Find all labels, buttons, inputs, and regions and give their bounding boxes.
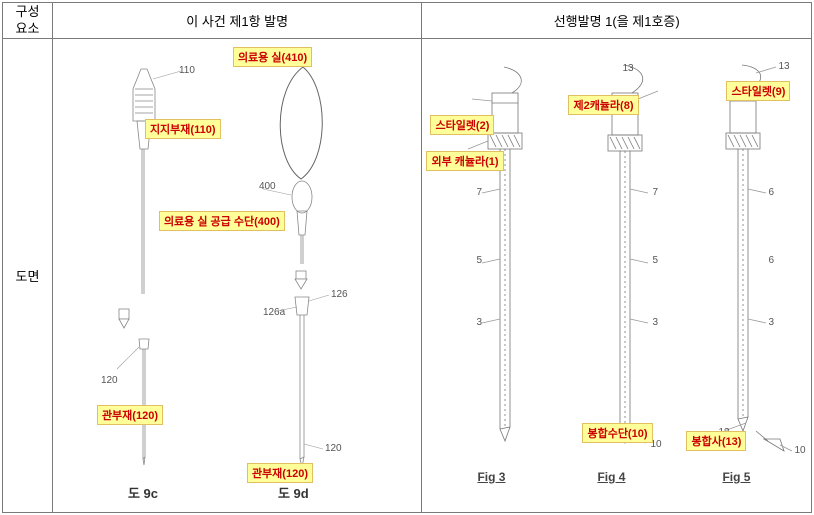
col2-header-text: 이 사건 제1항 발명 [186, 14, 288, 29]
n6b: 6 [768, 255, 774, 266]
col3-header-text: 선행발명 1(을 제1호증) [554, 14, 680, 29]
n5b: 5 [652, 255, 658, 266]
n120a: 120 [101, 375, 118, 386]
caption-fig4: Fig 4 [597, 470, 625, 484]
caption-fig3: Fig 3 [477, 470, 505, 484]
n3c: 3 [768, 317, 774, 328]
n400: 400 [259, 181, 276, 192]
label-top-red: 의료용 실(410) [233, 47, 312, 67]
n13b: 13 [778, 61, 789, 72]
fig4-svg [562, 59, 672, 479]
col1-header: 구성요소 [3, 3, 53, 39]
label-stylet9: 스타일렛(9) [726, 81, 790, 101]
n120b: 120 [325, 443, 342, 454]
n10b: 10 [794, 445, 805, 456]
label-supply: 의료용 실 공급 수단(400) [159, 211, 285, 231]
label-tube2: 관부재(120) [247, 463, 313, 483]
n3b: 3 [652, 317, 658, 328]
caption-fig5: Fig 5 [722, 470, 750, 484]
label-outer-cannula: 외부 캐뉼라(1) [426, 151, 503, 171]
n126a: 126a [263, 307, 285, 318]
col2-header: 이 사건 제1항 발명 [52, 3, 422, 39]
col3-header: 선행발명 1(을 제1호증) [422, 3, 812, 39]
label-suture-thread: 봉합사(13) [686, 431, 746, 451]
n13a: 13 [622, 63, 633, 74]
caption-9d: 도 9d [278, 483, 309, 502]
col3-figure-area: 13 13 7 5 3 7 5 3 6 6 3 9 10 13 10 스타일렛(… [422, 39, 811, 512]
label-tube1: 관부재(120) [97, 405, 163, 425]
caption-9c: 도 9c [128, 483, 158, 502]
n110: 110 [179, 65, 195, 76]
col2-figure-cell: 110 120 [52, 39, 422, 513]
n126: 126 [331, 289, 348, 300]
label-stylet2: 스타일렛(2) [430, 115, 494, 135]
label-support: 지지부재(110) [145, 119, 221, 139]
n7b: 7 [652, 187, 658, 198]
row-label-cell: 도면 [3, 39, 53, 513]
row-label: 도면 [16, 269, 40, 284]
label-second-cannula: 제2캐뉼라(8) [568, 95, 638, 115]
n6a: 6 [768, 187, 774, 198]
fig9d-svg [223, 49, 383, 489]
col3-figure-cell: 13 13 7 5 3 7 5 3 6 6 3 9 10 13 10 스타일렛(… [422, 39, 812, 513]
n7a: 7 [476, 187, 482, 198]
fig5-svg [684, 59, 804, 479]
n5a: 5 [476, 255, 482, 266]
label-suture-means: 봉합수단(10) [582, 423, 652, 443]
n3a: 3 [476, 317, 482, 328]
col1-header-text: 구성요소 [16, 4, 40, 36]
col2-figure-area: 110 120 [53, 39, 422, 512]
